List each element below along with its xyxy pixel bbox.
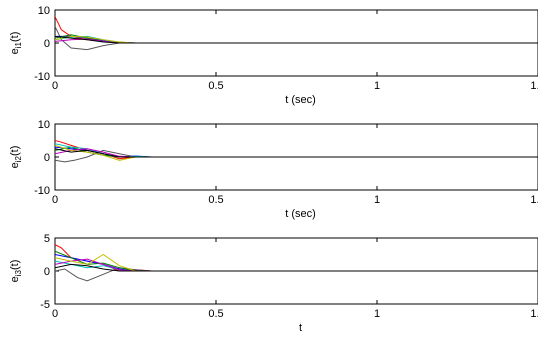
y-axis-label-subscript: i1 xyxy=(14,41,23,48)
y-axis-label: ei2(t) xyxy=(9,146,23,169)
x-tick-label: 1 xyxy=(374,194,380,206)
y-tick-label: 0 xyxy=(44,266,50,278)
x-tick-label: 0.5 xyxy=(208,80,223,92)
subplot-2: 00.511.5100-10t (sec)ei2(t) xyxy=(9,119,538,220)
x-tick-label: 0.5 xyxy=(208,194,223,206)
x-tick-label: 0.5 xyxy=(208,308,223,320)
y-tick-label: -10 xyxy=(34,185,50,197)
x-axis-label: t (sec) xyxy=(285,94,316,106)
y-tick-label: 10 xyxy=(38,119,50,131)
y-axis-label-main: e xyxy=(9,48,21,54)
y-axis-label-main: e xyxy=(9,276,21,282)
x-tick-label: 0 xyxy=(52,308,58,320)
x-tick-label: 1.5 xyxy=(530,194,538,206)
series-line-8 xyxy=(55,263,538,272)
y-axis-label-subscript: i3 xyxy=(14,269,23,276)
x-tick-label: 0 xyxy=(52,80,58,92)
y-tick-label: -5 xyxy=(40,299,50,311)
y-tick-label: -10 xyxy=(34,71,50,83)
y-axis-label-subscript: i2 xyxy=(14,155,23,162)
x-tick-label: 1 xyxy=(374,80,380,92)
x-tick-label: 0 xyxy=(52,194,58,206)
y-axis-label-main: e xyxy=(9,162,21,168)
x-axis-label: t xyxy=(299,322,302,334)
x-tick-label: 1.5 xyxy=(530,308,538,320)
y-tick-label: 5 xyxy=(44,233,50,245)
series-line-8 xyxy=(55,35,538,44)
y-axis-label-suffix: (t) xyxy=(9,32,21,42)
y-axis-label-suffix: (t) xyxy=(9,146,21,156)
y-axis-label-suffix: (t) xyxy=(9,260,21,270)
x-tick-label: 1.5 xyxy=(530,80,538,92)
y-tick-label: 0 xyxy=(44,152,50,164)
series-line-8 xyxy=(55,148,538,158)
y-axis-label: ei3(t) xyxy=(9,260,23,283)
y-tick-label: 0 xyxy=(44,38,50,50)
y-tick-label: 10 xyxy=(38,5,50,17)
subplot-1: 00.511.5100-10t (sec)ei1(t) xyxy=(9,5,538,106)
x-axis-label: t (sec) xyxy=(285,208,316,220)
x-tick-label: 1 xyxy=(374,308,380,320)
y-axis-label: ei1(t) xyxy=(9,32,23,55)
